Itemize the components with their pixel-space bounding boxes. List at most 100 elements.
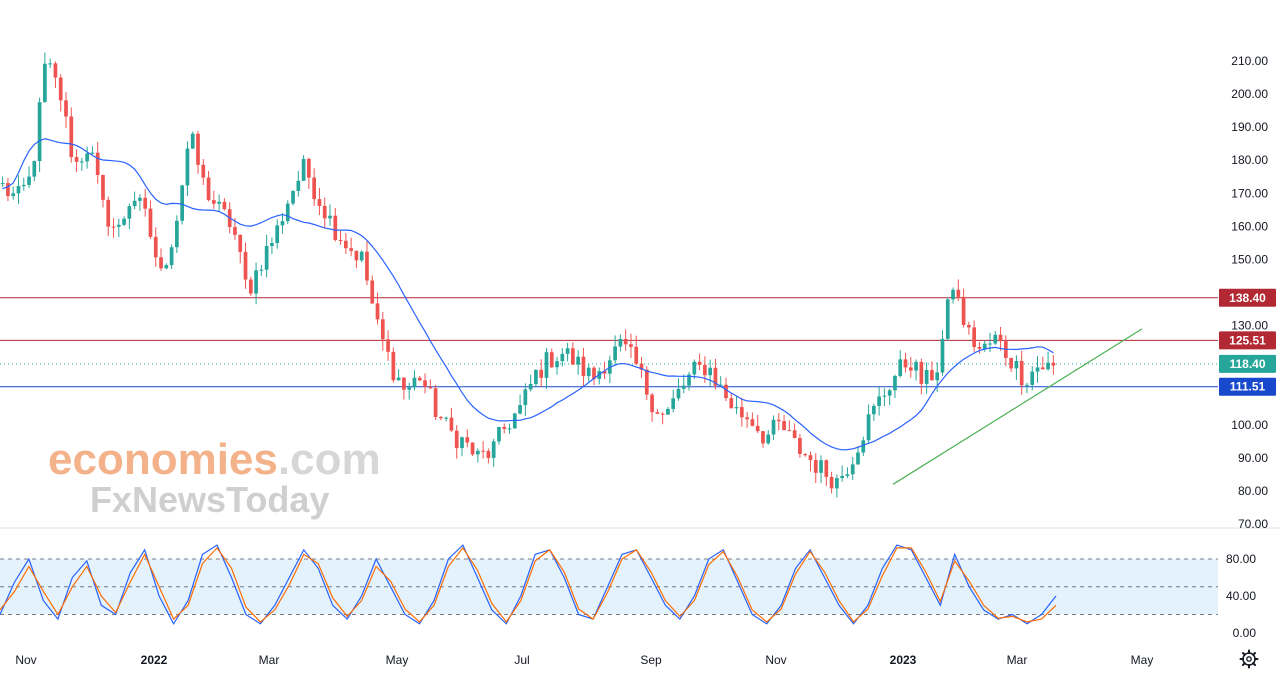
- candle-body: [359, 251, 364, 261]
- candle-body: [782, 421, 786, 431]
- candle: [280, 212, 285, 234]
- candle-body: [602, 371, 607, 374]
- candle: [734, 395, 739, 415]
- candle: [206, 171, 211, 202]
- candle: [74, 149, 79, 173]
- candle: [755, 414, 760, 433]
- candle: [571, 342, 575, 365]
- candle: [618, 334, 623, 352]
- candle-body: [660, 413, 665, 415]
- candle-body: [248, 279, 253, 294]
- candle-body: [1019, 360, 1024, 386]
- candle: [829, 471, 834, 494]
- candle-body: [560, 353, 565, 362]
- candle-body: [856, 452, 860, 465]
- axes: 138.40 125.51 118.40 111.51 210.00 200.00 190.…: [15, 54, 1276, 667]
- candle: [940, 330, 945, 376]
- candle: [338, 230, 343, 245]
- candle-body: [697, 361, 702, 365]
- candle: [592, 366, 596, 386]
- candle-body: [254, 270, 258, 294]
- candle: [613, 335, 617, 366]
- candle-body: [64, 100, 68, 117]
- candle: [629, 333, 633, 359]
- candle: [776, 413, 781, 431]
- moving-average-line: [2, 138, 1054, 451]
- candle: [6, 178, 10, 202]
- candle-body: [734, 407, 739, 409]
- candle-body: [919, 361, 924, 384]
- candle: [650, 393, 654, 422]
- candle: [861, 436, 866, 457]
- candle-body: [148, 208, 153, 237]
- candle-body: [27, 176, 31, 185]
- candle: [887, 388, 892, 406]
- price-tick-label: 170.00: [1231, 186, 1268, 200]
- candle: [370, 275, 375, 305]
- candle: [175, 215, 179, 253]
- time-tick-label: Nov: [765, 653, 786, 667]
- candle: [544, 348, 549, 389]
- candle-body: [803, 453, 808, 456]
- candle: [439, 415, 443, 421]
- candle-body: [153, 236, 158, 258]
- candle: [607, 355, 612, 384]
- candle: [687, 371, 691, 391]
- candle-body: [454, 430, 459, 449]
- level-badge-138.40: [1219, 288, 1276, 307]
- candle-body: [750, 419, 755, 426]
- candle-body: [264, 245, 269, 270]
- candle-body: [824, 460, 829, 477]
- candle: [882, 388, 887, 407]
- candle-body: [766, 434, 771, 444]
- candle: [840, 465, 845, 482]
- candle-body: [338, 239, 343, 241]
- candle-body: [11, 193, 16, 197]
- candle-body: [16, 186, 21, 194]
- candle: [634, 335, 639, 366]
- candle: [1025, 382, 1029, 394]
- candle: [877, 387, 881, 416]
- candle: [90, 146, 95, 155]
- candle-body: [164, 265, 169, 269]
- price-tick-label: 210.00: [1231, 54, 1268, 68]
- watermark: economies.com FxNewsToday: [48, 435, 381, 520]
- candle-body: [898, 359, 903, 376]
- price-plot: [0, 52, 1218, 498]
- time-tick-label: Mar: [259, 653, 280, 667]
- candle-body: [391, 351, 396, 381]
- candle: [43, 52, 47, 103]
- candle-body: [518, 405, 522, 414]
- candle: [845, 467, 850, 479]
- price-tick-label: 190.00: [1231, 120, 1268, 134]
- candle: [502, 423, 507, 434]
- candle: [354, 250, 359, 269]
- candle-body: [497, 427, 501, 442]
- candle: [58, 74, 63, 112]
- candle: [444, 416, 449, 422]
- time-tick-label: Sep: [640, 653, 662, 667]
- oscillator-tick-label: 80.00: [1226, 552, 1256, 566]
- candle: [639, 356, 644, 378]
- candle-body: [122, 218, 126, 225]
- candle: [275, 219, 280, 249]
- candle-body: [977, 346, 982, 349]
- candle: [270, 237, 274, 254]
- candle-body: [988, 343, 992, 345]
- candle: [729, 393, 734, 409]
- candle: [549, 348, 554, 369]
- candle-body: [159, 257, 163, 269]
- level-badge-text-118.40: 118.40: [1229, 357, 1265, 371]
- candle-body: [755, 425, 760, 432]
- candle-body: [623, 338, 628, 345]
- candle-body: [866, 414, 871, 441]
- price-tick-label: 180.00: [1231, 153, 1268, 167]
- candle-body: [285, 203, 290, 222]
- time-tick-label: Mar: [1007, 653, 1028, 667]
- gear-icon[interactable]: [1239, 649, 1259, 669]
- candle-body: [375, 303, 380, 320]
- candle-body: [470, 442, 475, 455]
- candle-body: [328, 215, 332, 219]
- watermark-economies: economies.com: [48, 435, 381, 484]
- candle-body: [634, 346, 639, 364]
